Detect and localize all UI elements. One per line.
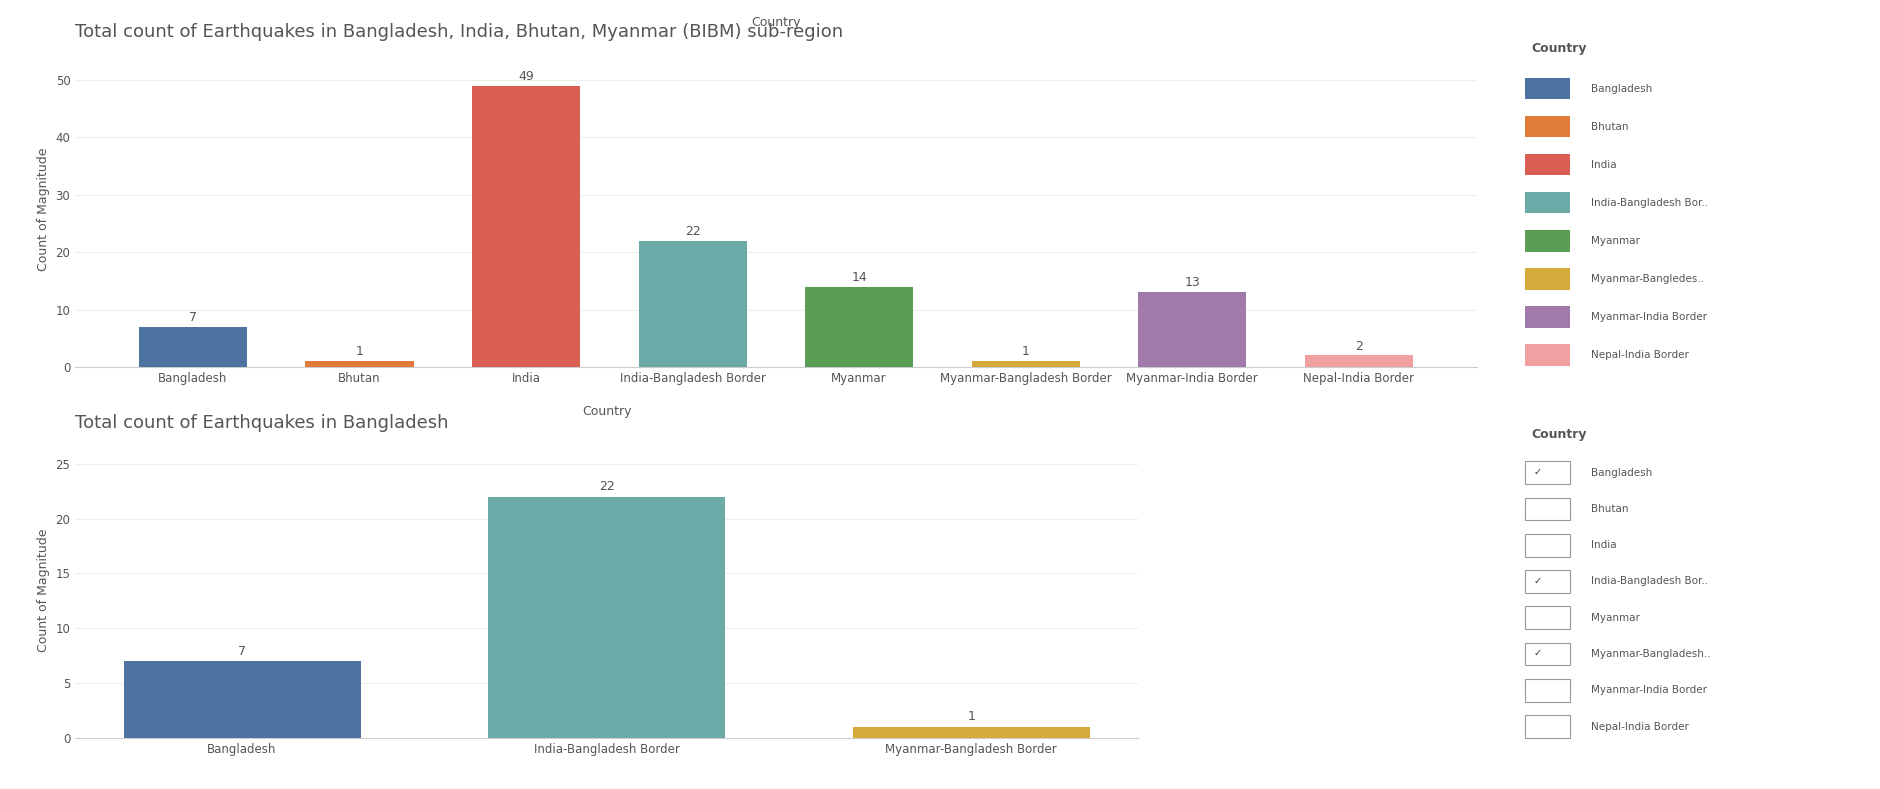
Text: India: India	[1590, 540, 1615, 550]
FancyBboxPatch shape	[1525, 498, 1570, 520]
Bar	[489, 496, 724, 738]
Text: Nepal-India Border: Nepal-India Border	[1590, 722, 1688, 731]
Bar	[852, 727, 1089, 738]
Text: Myanmar-Bangledes..: Myanmar-Bangledes..	[1590, 274, 1703, 284]
Text: Country: Country	[1530, 42, 1587, 55]
Text: 49: 49	[519, 70, 534, 83]
Y-axis label: Count of Magnitude: Count of Magnitude	[38, 148, 51, 271]
Bar	[1525, 268, 1570, 290]
Y-axis label: Count of Magnitude: Count of Magnitude	[38, 528, 51, 652]
Bar	[472, 86, 579, 367]
Text: 2: 2	[1354, 339, 1361, 353]
Text: Total count of Earthquakes in Bangladesh, India, Bhutan, Myanmar (BIBM) sub-regi: Total count of Earthquakes in Bangladesh…	[75, 24, 842, 41]
Text: Bhutan: Bhutan	[1590, 504, 1628, 514]
Bar	[124, 661, 361, 738]
Text: Myanmar: Myanmar	[1590, 613, 1639, 623]
Text: 1: 1	[355, 346, 363, 358]
Bar	[1525, 77, 1570, 99]
FancyBboxPatch shape	[1525, 679, 1570, 701]
Text: India: India	[1590, 159, 1615, 170]
Bar	[305, 361, 414, 367]
Text: ✓: ✓	[1532, 467, 1540, 477]
Text: ✓: ✓	[1532, 576, 1540, 586]
FancyBboxPatch shape	[1525, 643, 1570, 665]
Bar	[1137, 292, 1246, 367]
FancyBboxPatch shape	[1525, 570, 1570, 593]
Text: 22: 22	[684, 225, 699, 237]
FancyBboxPatch shape	[1525, 607, 1570, 629]
Text: 22: 22	[598, 481, 615, 493]
Bar	[1305, 355, 1412, 367]
Text: 13: 13	[1184, 276, 1199, 290]
Text: 1: 1	[1021, 346, 1028, 358]
Bar	[1525, 154, 1570, 175]
Text: Total count of Earthquakes in Bangladesh: Total count of Earthquakes in Bangladesh	[75, 414, 449, 432]
Text: India-Bangladesh Bor..: India-Bangladesh Bor..	[1590, 198, 1707, 208]
Bar	[1525, 344, 1570, 366]
Bar	[1525, 192, 1570, 214]
Text: Country: Country	[581, 406, 632, 418]
Text: 7: 7	[239, 645, 246, 658]
Bar	[139, 327, 246, 367]
FancyBboxPatch shape	[1525, 534, 1570, 556]
Text: Myanmar-India Border: Myanmar-India Border	[1590, 312, 1705, 322]
Text: Country: Country	[750, 17, 801, 29]
Text: Bangladesh: Bangladesh	[1590, 84, 1651, 94]
Text: ✓: ✓	[1532, 649, 1540, 659]
Bar	[1525, 230, 1570, 252]
Text: India-Bangladesh Bor..: India-Bangladesh Bor..	[1590, 577, 1707, 586]
Text: 1: 1	[966, 710, 974, 724]
Text: Nepal-India Border: Nepal-India Border	[1590, 350, 1688, 361]
FancyBboxPatch shape	[1525, 462, 1570, 484]
Bar	[972, 361, 1079, 367]
Text: Bhutan: Bhutan	[1590, 122, 1628, 132]
Bar	[1525, 116, 1570, 137]
Text: 7: 7	[190, 311, 197, 323]
Bar	[1525, 306, 1570, 327]
Text: Bangladesh: Bangladesh	[1590, 468, 1651, 477]
Text: Myanmar-Bangladesh..: Myanmar-Bangladesh..	[1590, 649, 1709, 659]
Bar	[805, 286, 914, 367]
Text: Myanmar-India Border: Myanmar-India Border	[1590, 686, 1705, 695]
FancyBboxPatch shape	[1525, 716, 1570, 738]
Text: Myanmar: Myanmar	[1590, 236, 1639, 246]
Text: Country: Country	[1530, 428, 1587, 441]
Bar	[637, 241, 746, 367]
Text: 14: 14	[852, 271, 867, 284]
